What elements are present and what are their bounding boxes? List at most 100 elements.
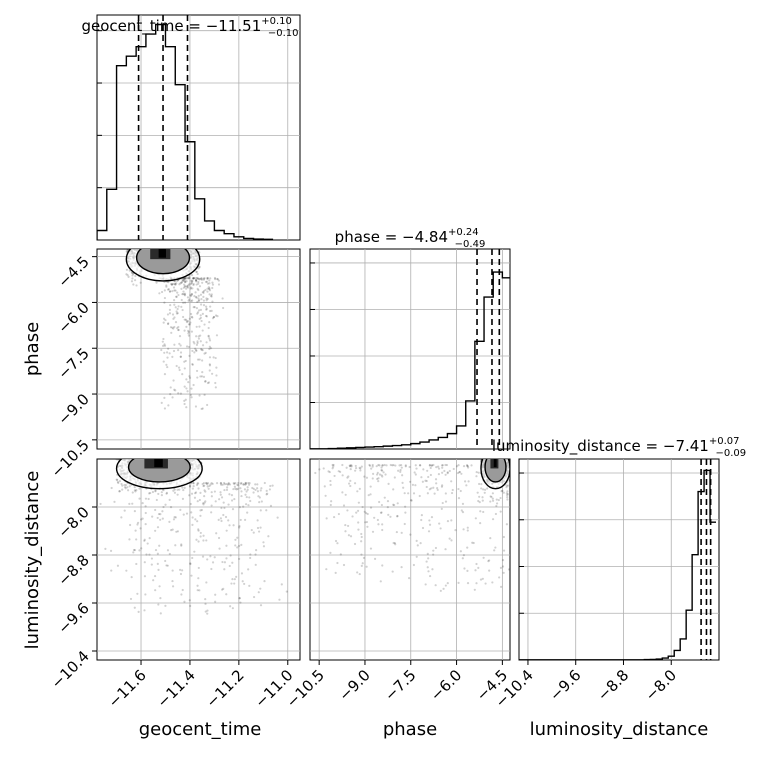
sample-point <box>201 502 205 505</box>
sample-point <box>208 287 211 290</box>
sample-point <box>189 562 192 566</box>
sample-point <box>195 369 199 373</box>
sample-point <box>256 519 259 522</box>
sample-point <box>176 530 179 533</box>
sample-point <box>178 568 182 571</box>
y-tick-label: −8.0 <box>54 503 92 541</box>
sample-point <box>190 280 193 283</box>
sample-point <box>444 500 448 503</box>
sample-point <box>242 483 245 486</box>
sample-point <box>181 497 185 500</box>
density-max <box>154 459 163 468</box>
sample-point <box>212 315 216 319</box>
sample-point <box>169 506 173 509</box>
sample-point <box>179 572 183 576</box>
sample-point <box>446 472 449 475</box>
sample-point <box>201 312 204 315</box>
sample-point <box>193 342 196 345</box>
sample-point <box>334 539 338 543</box>
sample-point <box>214 314 218 317</box>
sample-point <box>190 511 193 514</box>
sample-point <box>376 518 379 522</box>
sample-point <box>495 498 498 501</box>
sample-point <box>163 396 166 399</box>
sample-point <box>269 504 273 507</box>
sample-point <box>263 481 266 485</box>
sample-point <box>363 510 366 513</box>
sample-point <box>204 280 208 284</box>
sample-point <box>237 481 240 485</box>
sample-point <box>235 575 238 578</box>
sample-point <box>199 491 202 494</box>
sample-point <box>178 368 181 372</box>
sample-point <box>208 320 211 324</box>
sample-point <box>371 530 375 533</box>
sample-point <box>202 539 205 542</box>
sample-point <box>351 515 354 518</box>
sample-point <box>197 267 200 270</box>
sample-point <box>392 488 395 491</box>
sample-point <box>181 486 184 489</box>
sample-point <box>157 512 161 516</box>
sample-point <box>373 557 377 561</box>
sample-point <box>186 296 190 299</box>
sample-point <box>208 282 211 285</box>
sample-point <box>430 516 434 519</box>
sample-point <box>130 576 133 579</box>
sample-point <box>265 493 268 496</box>
sample-point <box>224 515 228 519</box>
sample-point <box>363 475 366 478</box>
sample-point <box>366 512 369 516</box>
sample-point <box>332 465 335 468</box>
sample-point <box>465 464 469 467</box>
sample-point <box>428 463 432 467</box>
sample-point <box>381 464 384 467</box>
sample-point <box>215 482 219 485</box>
x-tick-labels-geocent-time: −11.6 −11.4 −11.2 −11.0 <box>105 660 297 711</box>
sample-point <box>365 476 369 479</box>
sample-point <box>197 288 200 292</box>
sample-point <box>481 577 484 580</box>
sample-point <box>166 564 169 567</box>
sample-point <box>196 482 199 485</box>
sample-point <box>437 465 440 468</box>
sample-point <box>206 609 209 612</box>
sample-point <box>365 512 368 515</box>
sample-point <box>183 279 186 282</box>
sample-point <box>230 494 234 497</box>
sample-point <box>507 568 510 571</box>
sample-point <box>466 464 469 468</box>
sample-point <box>198 278 201 281</box>
sample-point <box>206 483 209 486</box>
sample-point <box>360 540 363 543</box>
sample-point <box>488 569 491 572</box>
sample-point <box>248 584 251 587</box>
sample-point <box>194 291 197 294</box>
sample-point <box>472 541 475 545</box>
sample-point <box>195 283 198 286</box>
title-luminosity-distance: luminosity_distance = −7.41+0.07 −0.09 <box>492 436 746 459</box>
sample-point <box>157 568 160 571</box>
sample-point <box>487 560 490 563</box>
sample-point <box>194 492 197 495</box>
sample-point <box>192 340 195 344</box>
sample-point <box>191 349 194 353</box>
sample-point <box>358 487 361 490</box>
sample-point <box>167 404 170 407</box>
sample-point <box>381 564 384 567</box>
sample-point <box>144 505 147 508</box>
sample-point <box>198 317 201 321</box>
sample-point <box>204 314 208 318</box>
sample-point <box>132 551 135 554</box>
sample-point <box>173 299 176 302</box>
sample-point <box>360 553 363 556</box>
sample-point <box>183 285 186 288</box>
sample-point <box>189 287 192 290</box>
sample-point <box>181 308 184 312</box>
sample-point <box>190 315 193 318</box>
sample-point <box>192 283 195 287</box>
sample-point <box>462 554 465 557</box>
sample-point <box>131 491 134 494</box>
sample-point <box>223 488 226 492</box>
sample-point <box>215 374 218 377</box>
